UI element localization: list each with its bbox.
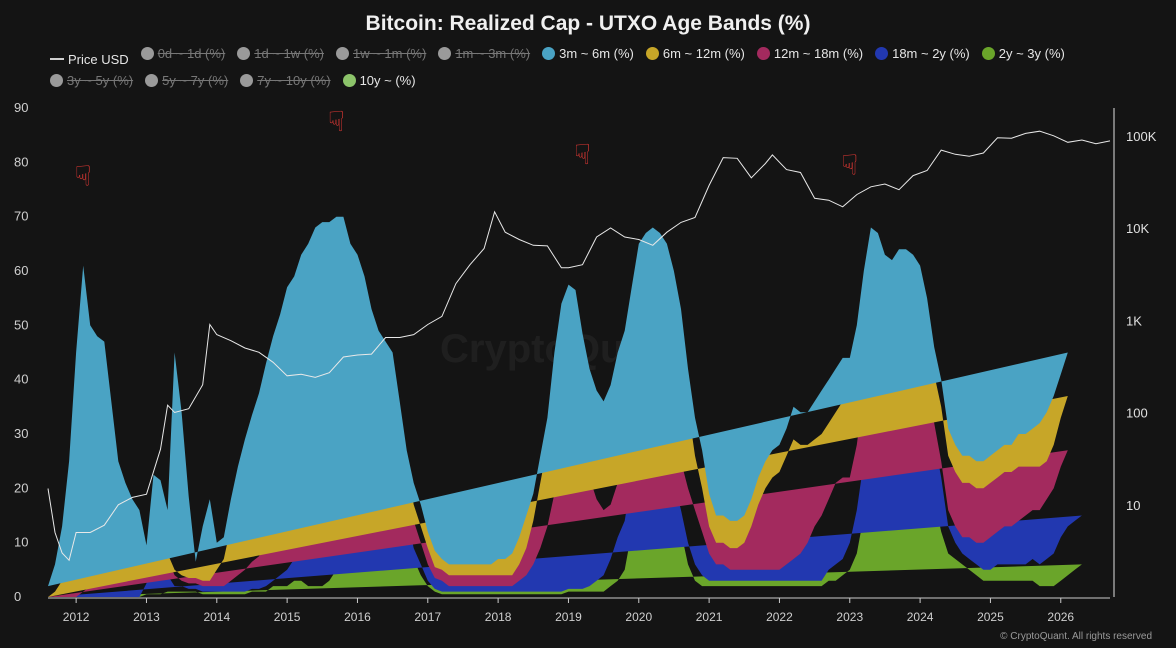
legend-line-swatch <box>50 58 64 60</box>
legend-label: 10y ~ (%) <box>359 72 416 88</box>
legend-item-4[interactable]: 1m ~ 3m (%) <box>438 46 530 61</box>
legend-item-8[interactable]: 18m ~ 2y (%) <box>875 46 970 61</box>
pointing-hand-icon: ☟ <box>75 161 92 192</box>
y2-tick-label-1: 100 <box>1126 406 1148 421</box>
legend: Price USD 0d ~ 1d (%) 1d ~ 1w (%) 1w ~ 1m (… <box>50 46 1140 94</box>
legend-dot-swatch <box>336 47 349 60</box>
legend-label: 1d ~ 1w (%) <box>254 46 324 61</box>
chart-title: Bitcoin: Realized Cap - UTXO Age Bands (… <box>365 12 811 35</box>
legend-label: Price USD <box>68 51 129 67</box>
x-tick-label-10: 2022 <box>766 610 793 624</box>
legend-dot-swatch <box>145 73 159 87</box>
copyright-text: © CryptoQuant. All rights reserved <box>1000 631 1152 642</box>
pointing-hand-icon: ☟ <box>328 106 345 137</box>
legend-label: 1w ~ 1m (%) <box>353 46 427 61</box>
legend-dot-swatch <box>875 47 889 60</box>
legend-dot-swatch <box>645 47 659 60</box>
pointing-hand-icon: ☟ <box>841 150 858 181</box>
price-usd-line <box>47 130 1111 562</box>
pointing-hand-icon: ☟ <box>574 139 591 170</box>
y-tick-label-8: 80 <box>14 154 28 169</box>
x-tick-label-4: 2016 <box>344 610 371 624</box>
legend-dot-swatch <box>342 73 356 87</box>
x-tick-label-2: 2014 <box>203 610 230 624</box>
legend-label: 0d ~ 1d (%) <box>157 46 226 61</box>
x-tick-label-14: 2026 <box>1047 610 1074 624</box>
legend-label: 2y ~ 3y (%) <box>998 46 1065 61</box>
y-tick-label-6: 60 <box>14 263 28 278</box>
x-tick-label-13: 2025 <box>977 610 1004 624</box>
y2-tick-label-2: 1K <box>1126 313 1142 328</box>
legend-label: 1m ~ 3m (%) <box>455 46 531 61</box>
y2-tick-label-4: 100K <box>1126 129 1157 144</box>
y-tick-label-5: 50 <box>14 317 28 332</box>
legend-item-9[interactable]: 2y ~ 3y (%) <box>981 46 1065 61</box>
y-tick-label-3: 30 <box>14 426 28 441</box>
legend-label: 7y ~ 10y (%) <box>257 72 331 88</box>
legend-dot-swatch <box>981 47 995 60</box>
x-tick-label-5: 2017 <box>414 610 441 624</box>
legend-dot-swatch <box>240 73 254 87</box>
legend-item-6[interactable]: 6m ~ 12m (%) <box>645 46 745 61</box>
legend-dot-swatch <box>438 47 452 60</box>
legend-label: 6m ~ 12m (%) <box>662 46 745 61</box>
y2-tick-label-3: 10K <box>1126 221 1149 236</box>
legend-item-11[interactable]: 5y ~ 7y (%) <box>145 73 228 88</box>
legend-dot-swatch <box>50 73 63 87</box>
legend-item-0[interactable]: Price USD <box>50 52 129 67</box>
legend-item-2[interactable]: 1d ~ 1w (%) <box>237 46 324 61</box>
legend-dot-swatch <box>237 47 251 60</box>
legend-label: 3y ~ 5y (%) <box>67 72 134 88</box>
legend-item-7[interactable]: 12m ~ 18m (%) <box>756 46 864 61</box>
area-series-5 <box>48 216 1068 587</box>
legend-label: 18m ~ 2y (%) <box>892 46 970 61</box>
y-tick-label-2: 20 <box>14 480 28 495</box>
x-tick-label-9: 2021 <box>696 610 723 624</box>
legend-item-13[interactable]: 10y ~ (%) <box>342 72 416 88</box>
x-tick-label-12: 2024 <box>907 610 934 624</box>
legend-item-12[interactable]: 7y ~ 10y (%) <box>240 72 331 88</box>
x-tick-label-1: 2013 <box>133 610 160 624</box>
x-tick-label-6: 2018 <box>485 610 512 624</box>
legend-label: 5y ~ 7y (%) <box>162 72 229 88</box>
y-tick-label-9: 90 <box>14 100 28 115</box>
legend-item-10[interactable]: 3y ~ 5y (%) <box>50 73 133 88</box>
y-tick-label-4: 40 <box>14 372 28 387</box>
y2-tick-label-0: 10 <box>1126 498 1140 513</box>
x-tick-label-11: 2023 <box>836 610 863 624</box>
legend-label: 12m ~ 18m (%) <box>773 46 864 61</box>
legend-item-3[interactable]: 1w ~ 1m (%) <box>336 46 426 61</box>
y-tick-label-1: 10 <box>14 535 28 550</box>
legend-label: 3m ~ 6m (%) <box>559 46 634 61</box>
y-tick-label-7: 70 <box>14 209 28 224</box>
y-tick-label-0: 0 <box>14 589 21 604</box>
legend-dot-swatch <box>756 47 770 60</box>
legend-item-5[interactable]: 3m ~ 6m (%) <box>542 46 634 61</box>
x-tick-label-8: 2020 <box>625 610 652 624</box>
legend-dot-swatch <box>542 47 556 60</box>
x-tick-label-3: 2015 <box>274 610 301 624</box>
x-tick-label-7: 2019 <box>555 610 582 624</box>
x-tick-label-0: 2012 <box>63 610 90 624</box>
legend-dot-swatch <box>140 47 154 60</box>
legend-item-1[interactable]: 0d ~ 1d (%) <box>140 46 226 61</box>
